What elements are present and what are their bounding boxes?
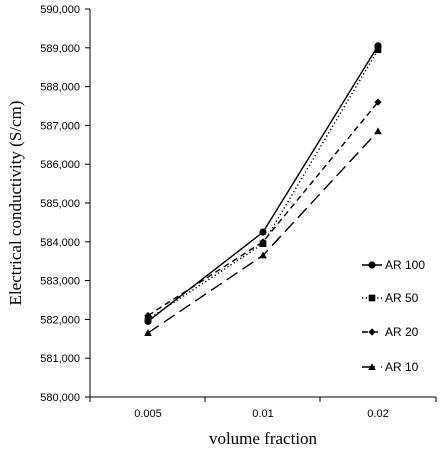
data-point (259, 251, 267, 259)
data-point (259, 228, 267, 236)
legend-marker (368, 261, 376, 269)
x-tick-label: 0.005 (134, 408, 162, 420)
legend-label: AR 10 (385, 360, 419, 374)
y-tick-label: 589,000 (40, 43, 80, 55)
x-tick-label: 0.01 (252, 408, 273, 420)
y-tick-label: 588,000 (40, 82, 80, 94)
legend-item: AR 50 (362, 291, 419, 305)
data-point (144, 316, 152, 323)
legend-marker (368, 294, 376, 302)
y-tick-label: 581,000 (40, 353, 80, 365)
y-tick-label: 583,000 (40, 276, 80, 288)
y-tick-label: 590,000 (40, 4, 80, 16)
y-axis-ticks: 580,000 581,000 582,000 583,000 584,000 585,0… (40, 4, 90, 404)
y-tick-label: 582,000 (40, 314, 80, 326)
series-diamond (144, 98, 382, 320)
y-axis-title: Electrical conductivity (S/cm) (6, 101, 25, 306)
data-point (144, 329, 152, 336)
legend-label: AR 100 (385, 258, 425, 272)
legend: AR 100 AR 50 AR 20 AR 10 (362, 258, 425, 374)
series-square (144, 46, 382, 323)
data-point (144, 311, 152, 320)
data-point (374, 98, 382, 106)
y-tick-label: 584,000 (40, 237, 80, 249)
data-point (259, 238, 267, 246)
series-layer (144, 42, 382, 336)
legend-marker (368, 363, 376, 370)
data-point (374, 46, 382, 54)
x-tick-label: 0.02 (367, 408, 388, 420)
x-axis-title: volume fraction (209, 429, 318, 448)
data-point (374, 127, 382, 135)
legend-marker (368, 328, 376, 336)
legend-item: AR 20 (362, 325, 419, 339)
series-triangle (144, 127, 382, 336)
legend-item: AR 100 (362, 258, 425, 272)
y-tick-label: 586,000 (40, 159, 80, 171)
plot-area: 580,000 581,000 582,000 583,000 584,000 585,0… (40, 4, 437, 420)
y-tick-label: 580,000 (40, 392, 80, 404)
series-line (147, 49, 379, 320)
x-axis-ticks: 0.005 0.01 0.02 (89, 397, 437, 420)
series-line (147, 101, 379, 317)
legend-label: AR 20 (385, 325, 419, 339)
series-line (147, 45, 379, 322)
y-tick-label: 587,000 (40, 120, 80, 132)
y-tick-label: 585,000 (40, 198, 80, 210)
legend-item: AR 10 (362, 360, 419, 374)
series-circle (144, 42, 382, 325)
legend-label: AR 50 (385, 291, 419, 305)
